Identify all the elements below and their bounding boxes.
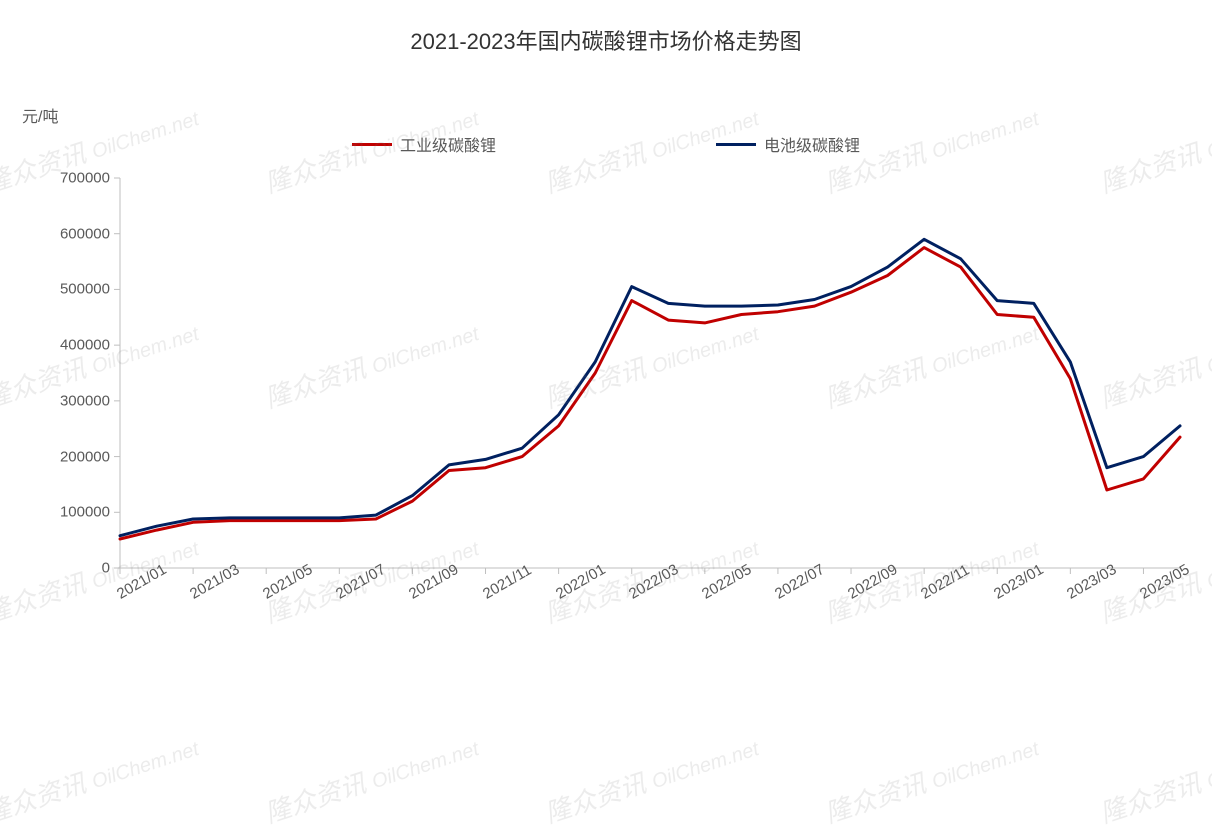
y-tick-label: 300000 (60, 392, 120, 409)
y-tick-label: 100000 (60, 504, 120, 521)
legend-label-1: 工业级碳酸锂 (400, 132, 496, 156)
y-tick-label: 400000 (60, 337, 120, 354)
y-tick-label: 500000 (60, 281, 120, 298)
y-tick-label: 200000 (60, 448, 120, 465)
y-tick-label: 700000 (60, 170, 120, 187)
watermark: 隆众资讯 OilChem.net (260, 727, 483, 830)
series-line-2 (120, 239, 1180, 535)
legend: 工业级碳酸锂 电池级碳酸锂 (0, 132, 1212, 156)
legend-swatch-1 (352, 143, 392, 146)
legend-swatch-2 (716, 143, 756, 146)
plot-area: 0100000200000300000400000500000600000700… (120, 178, 1180, 568)
series-group (120, 239, 1180, 539)
legend-item-2: 电池级碳酸锂 (716, 132, 860, 156)
plot-svg (120, 178, 1180, 568)
chart-title: 2021-2023年国内碳酸锂市场价格走势图 (0, 24, 1212, 56)
axes-group (114, 178, 1180, 574)
watermark: 隆众资讯 OilChem.net (0, 727, 203, 830)
y-tick-label: 600000 (60, 225, 120, 242)
watermark: 隆众资讯 OilChem.net (540, 727, 763, 830)
legend-label-2: 电池级碳酸锂 (764, 132, 860, 156)
y-axis-unit-label: 元/吨 (22, 103, 58, 127)
chart-container: 2021-2023年国内碳酸锂市场价格走势图 元/吨 工业级碳酸锂 电池级碳酸锂… (0, 0, 1212, 761)
y-tick-label: 0 (102, 560, 120, 577)
legend-item-1: 工业级碳酸锂 (352, 132, 496, 156)
watermark: 隆众资讯 OilChem.net (1095, 727, 1212, 830)
watermark: 隆众资讯 OilChem.net (820, 727, 1043, 830)
series-line-1 (120, 248, 1180, 539)
